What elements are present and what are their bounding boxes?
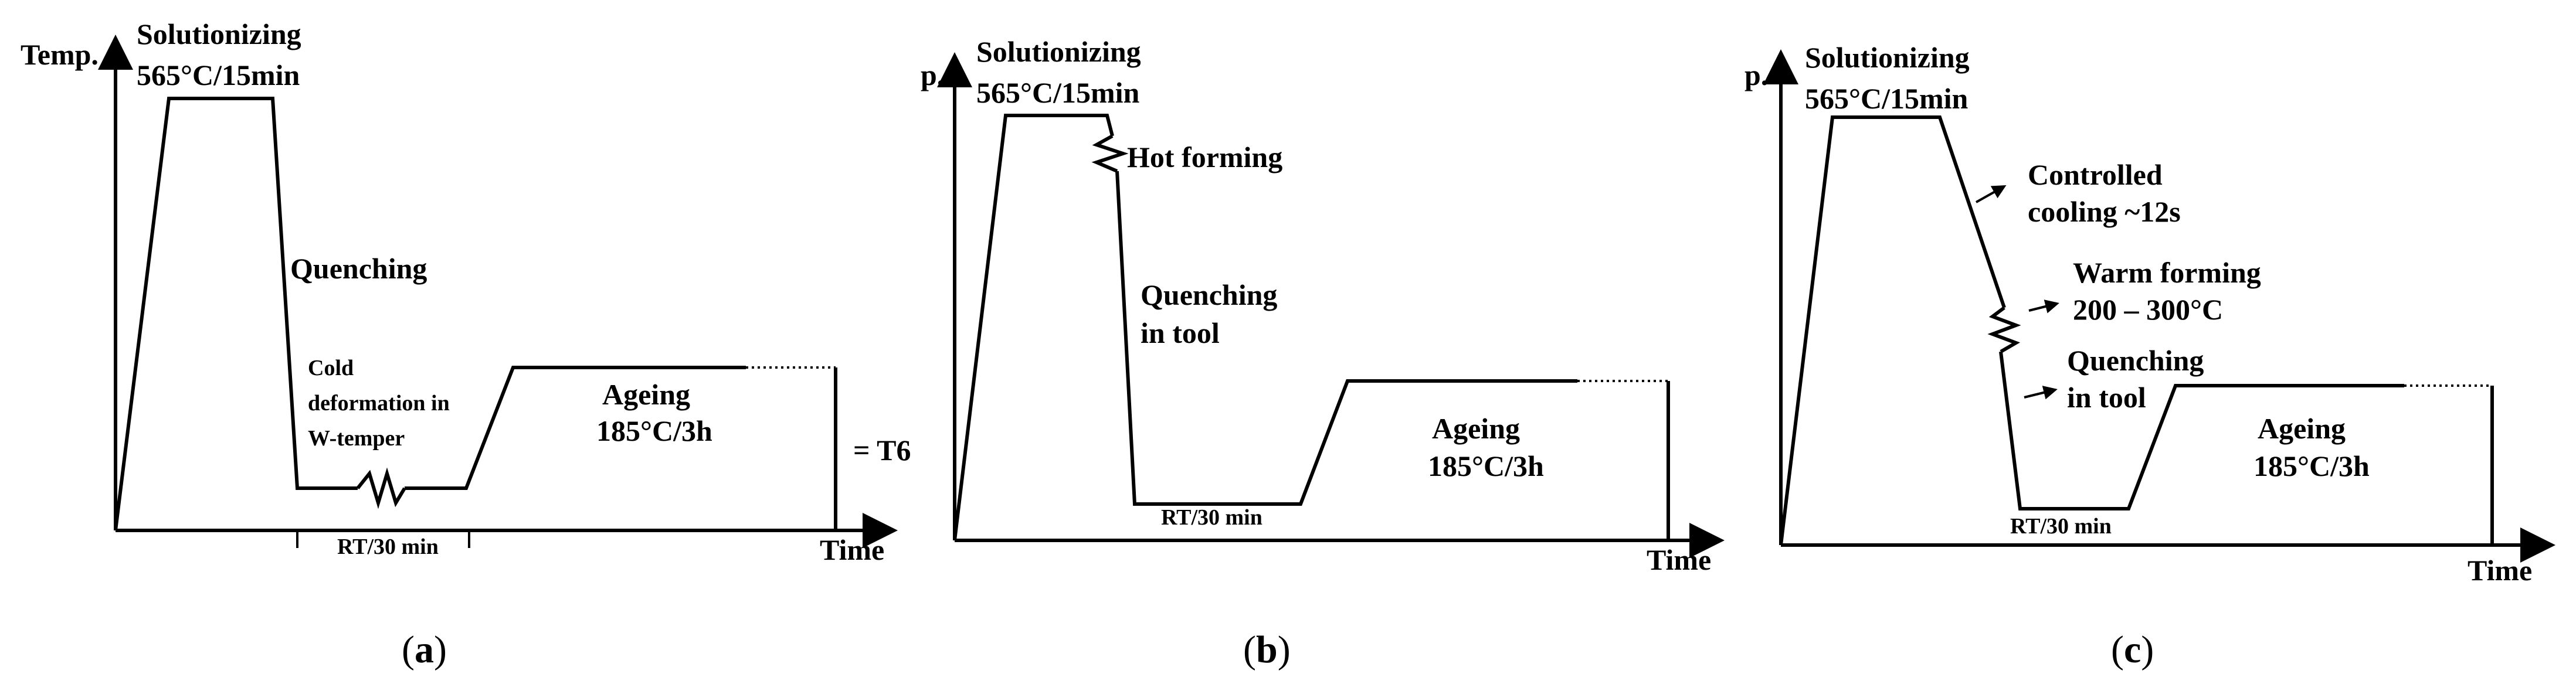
- cold-deformation-line2: deformation in: [308, 391, 450, 416]
- deformation-zigzag: [356, 467, 406, 509]
- caption-a: (a): [402, 628, 447, 671]
- solutionizing-params: 565°C/15min: [976, 76, 1140, 109]
- warm-forming-arrow: [2028, 299, 2059, 314]
- caption-b: (b): [1243, 628, 1291, 671]
- temperature-profile: [953, 114, 1114, 541]
- quenching-label: Quenching: [290, 252, 427, 285]
- x-axis-label: Time: [1647, 543, 1711, 576]
- panel-c: p. Time Solutionizing 565°C/15min Contro…: [1745, 41, 2555, 671]
- quenching-line2: in tool: [1141, 316, 1220, 349]
- rt-label: RT/30 min: [2010, 514, 2112, 539]
- y-axis-label: p.: [1745, 59, 1768, 91]
- ageing-label: Ageing: [2258, 412, 2346, 445]
- hot-forming-zigzag: [1091, 134, 1129, 173]
- panel-a: Temp. Time RT/30 min Solutionizing 565°C…: [21, 18, 911, 671]
- ageing-label: Ageing: [602, 378, 690, 411]
- ageing-label: Ageing: [1432, 412, 1520, 445]
- y-axis-label: Temp.: [21, 38, 99, 71]
- x-axis-label: Time: [820, 533, 884, 566]
- quenching-line1: Quenching: [2067, 344, 2204, 377]
- quenching-line1: Quenching: [1141, 278, 1277, 311]
- rt-label: RT/30 min: [337, 535, 439, 559]
- cold-deformation-line1: Cold: [308, 356, 354, 380]
- quenching-arrow: [2024, 386, 2058, 400]
- ageing-params: 185°C/3h: [1428, 450, 1544, 482]
- ageing-params: 185°C/3h: [596, 414, 712, 447]
- warm-forming-line1: Warm forming: [2073, 256, 2261, 289]
- quenching-line2: in tool: [2067, 381, 2146, 414]
- quench-and-ageing-profile: [1115, 171, 1577, 506]
- temperature-profile: [1779, 115, 2006, 546]
- cold-deformation-line3: W-temper: [308, 426, 405, 451]
- y-axis-label: p.: [921, 59, 944, 91]
- warm-forming-line2: 200 – 300°C: [2073, 293, 2223, 326]
- quench-and-ageing-profile: [1999, 351, 2404, 510]
- solutionizing-label: Solutionizing: [1805, 41, 1970, 74]
- ageing-profile: [405, 366, 746, 490]
- caption-c: (c): [2111, 628, 2154, 671]
- x-axis-label: Time: [2468, 554, 2532, 587]
- rt-label: RT/30 min: [1161, 505, 1262, 530]
- ageing-params: 185°C/3h: [2253, 450, 2370, 482]
- controlled-cooling-line1: Controlled: [2028, 158, 2163, 191]
- solutionizing-label: Solutionizing: [976, 35, 1141, 68]
- solutionizing-params: 565°C/15min: [1805, 82, 1969, 115]
- hot-forming-label: Hot forming: [1127, 141, 1282, 173]
- warm-forming-zigzag: [1987, 306, 2021, 353]
- temperature-profile: [114, 97, 358, 531]
- panel-b: p. Time Solutionizing 565°C/15min Hot fo…: [921, 35, 1725, 671]
- solutionizing-label: Solutionizing: [137, 18, 301, 50]
- controlled-cooling-line2: cooling ~12s: [2028, 195, 2181, 228]
- controlled-cooling-arrow: [1976, 185, 2007, 203]
- t6-label: = T6: [853, 434, 911, 467]
- solutionizing-params: 565°C/15min: [137, 59, 300, 91]
